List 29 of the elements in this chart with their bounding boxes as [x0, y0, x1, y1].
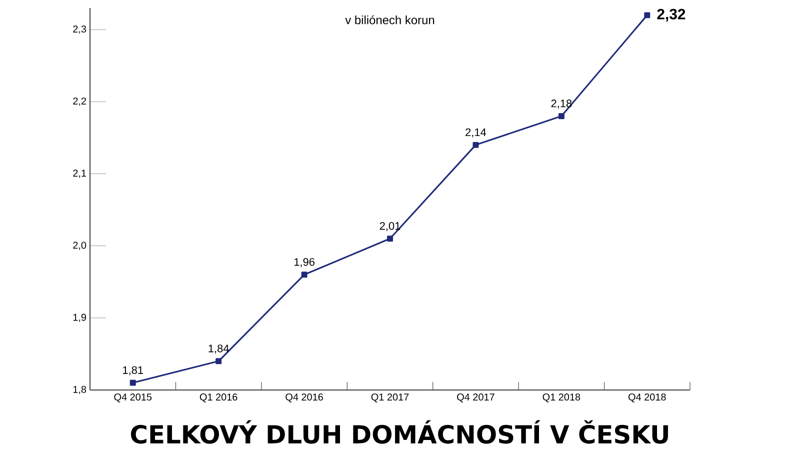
point: [130, 380, 136, 386]
x-tick-label: Q4 2017: [457, 394, 494, 402]
data-label: 1,84: [208, 344, 229, 354]
data-label: 2,01: [380, 222, 400, 232]
point: [301, 272, 308, 278]
text: CELKOVÝ DLUH DOMÁCNOSTÍ V ČESKU: [130, 420, 668, 444]
point: [644, 12, 650, 18]
x-tick-label: Q4 2016: [286, 394, 323, 402]
y-tick-label: 2,2: [73, 98, 86, 106]
y-tick-label: 2,0: [73, 242, 86, 250]
point: [216, 358, 222, 364]
y-tick-label: 1,9: [73, 314, 86, 322]
x-tick-label: Q4 2018: [628, 394, 666, 402]
x-tick-label: Q1 2017: [371, 394, 409, 402]
x-tick-label: Q1 2018: [542, 394, 580, 402]
y-tick-label: 2,3: [73, 26, 86, 34]
data-label: 1,81: [123, 366, 143, 376]
data-label: 2,14: [466, 128, 486, 138]
point: [387, 236, 393, 242]
point: [558, 113, 564, 120]
y-tick-label: 2,1: [73, 170, 86, 178]
y-tick-label: 1,8: [73, 386, 86, 394]
x-tick-label: Q4 2015: [114, 394, 152, 402]
x-tick-label: Q1 2016: [200, 394, 238, 402]
data-label: 2,32: [657, 8, 686, 22]
chart-subtitle: v biliónech korun: [345, 15, 434, 24]
data-label: 2,18: [551, 100, 572, 109]
point: [472, 142, 479, 148]
data-label: 1,96: [294, 258, 314, 268]
